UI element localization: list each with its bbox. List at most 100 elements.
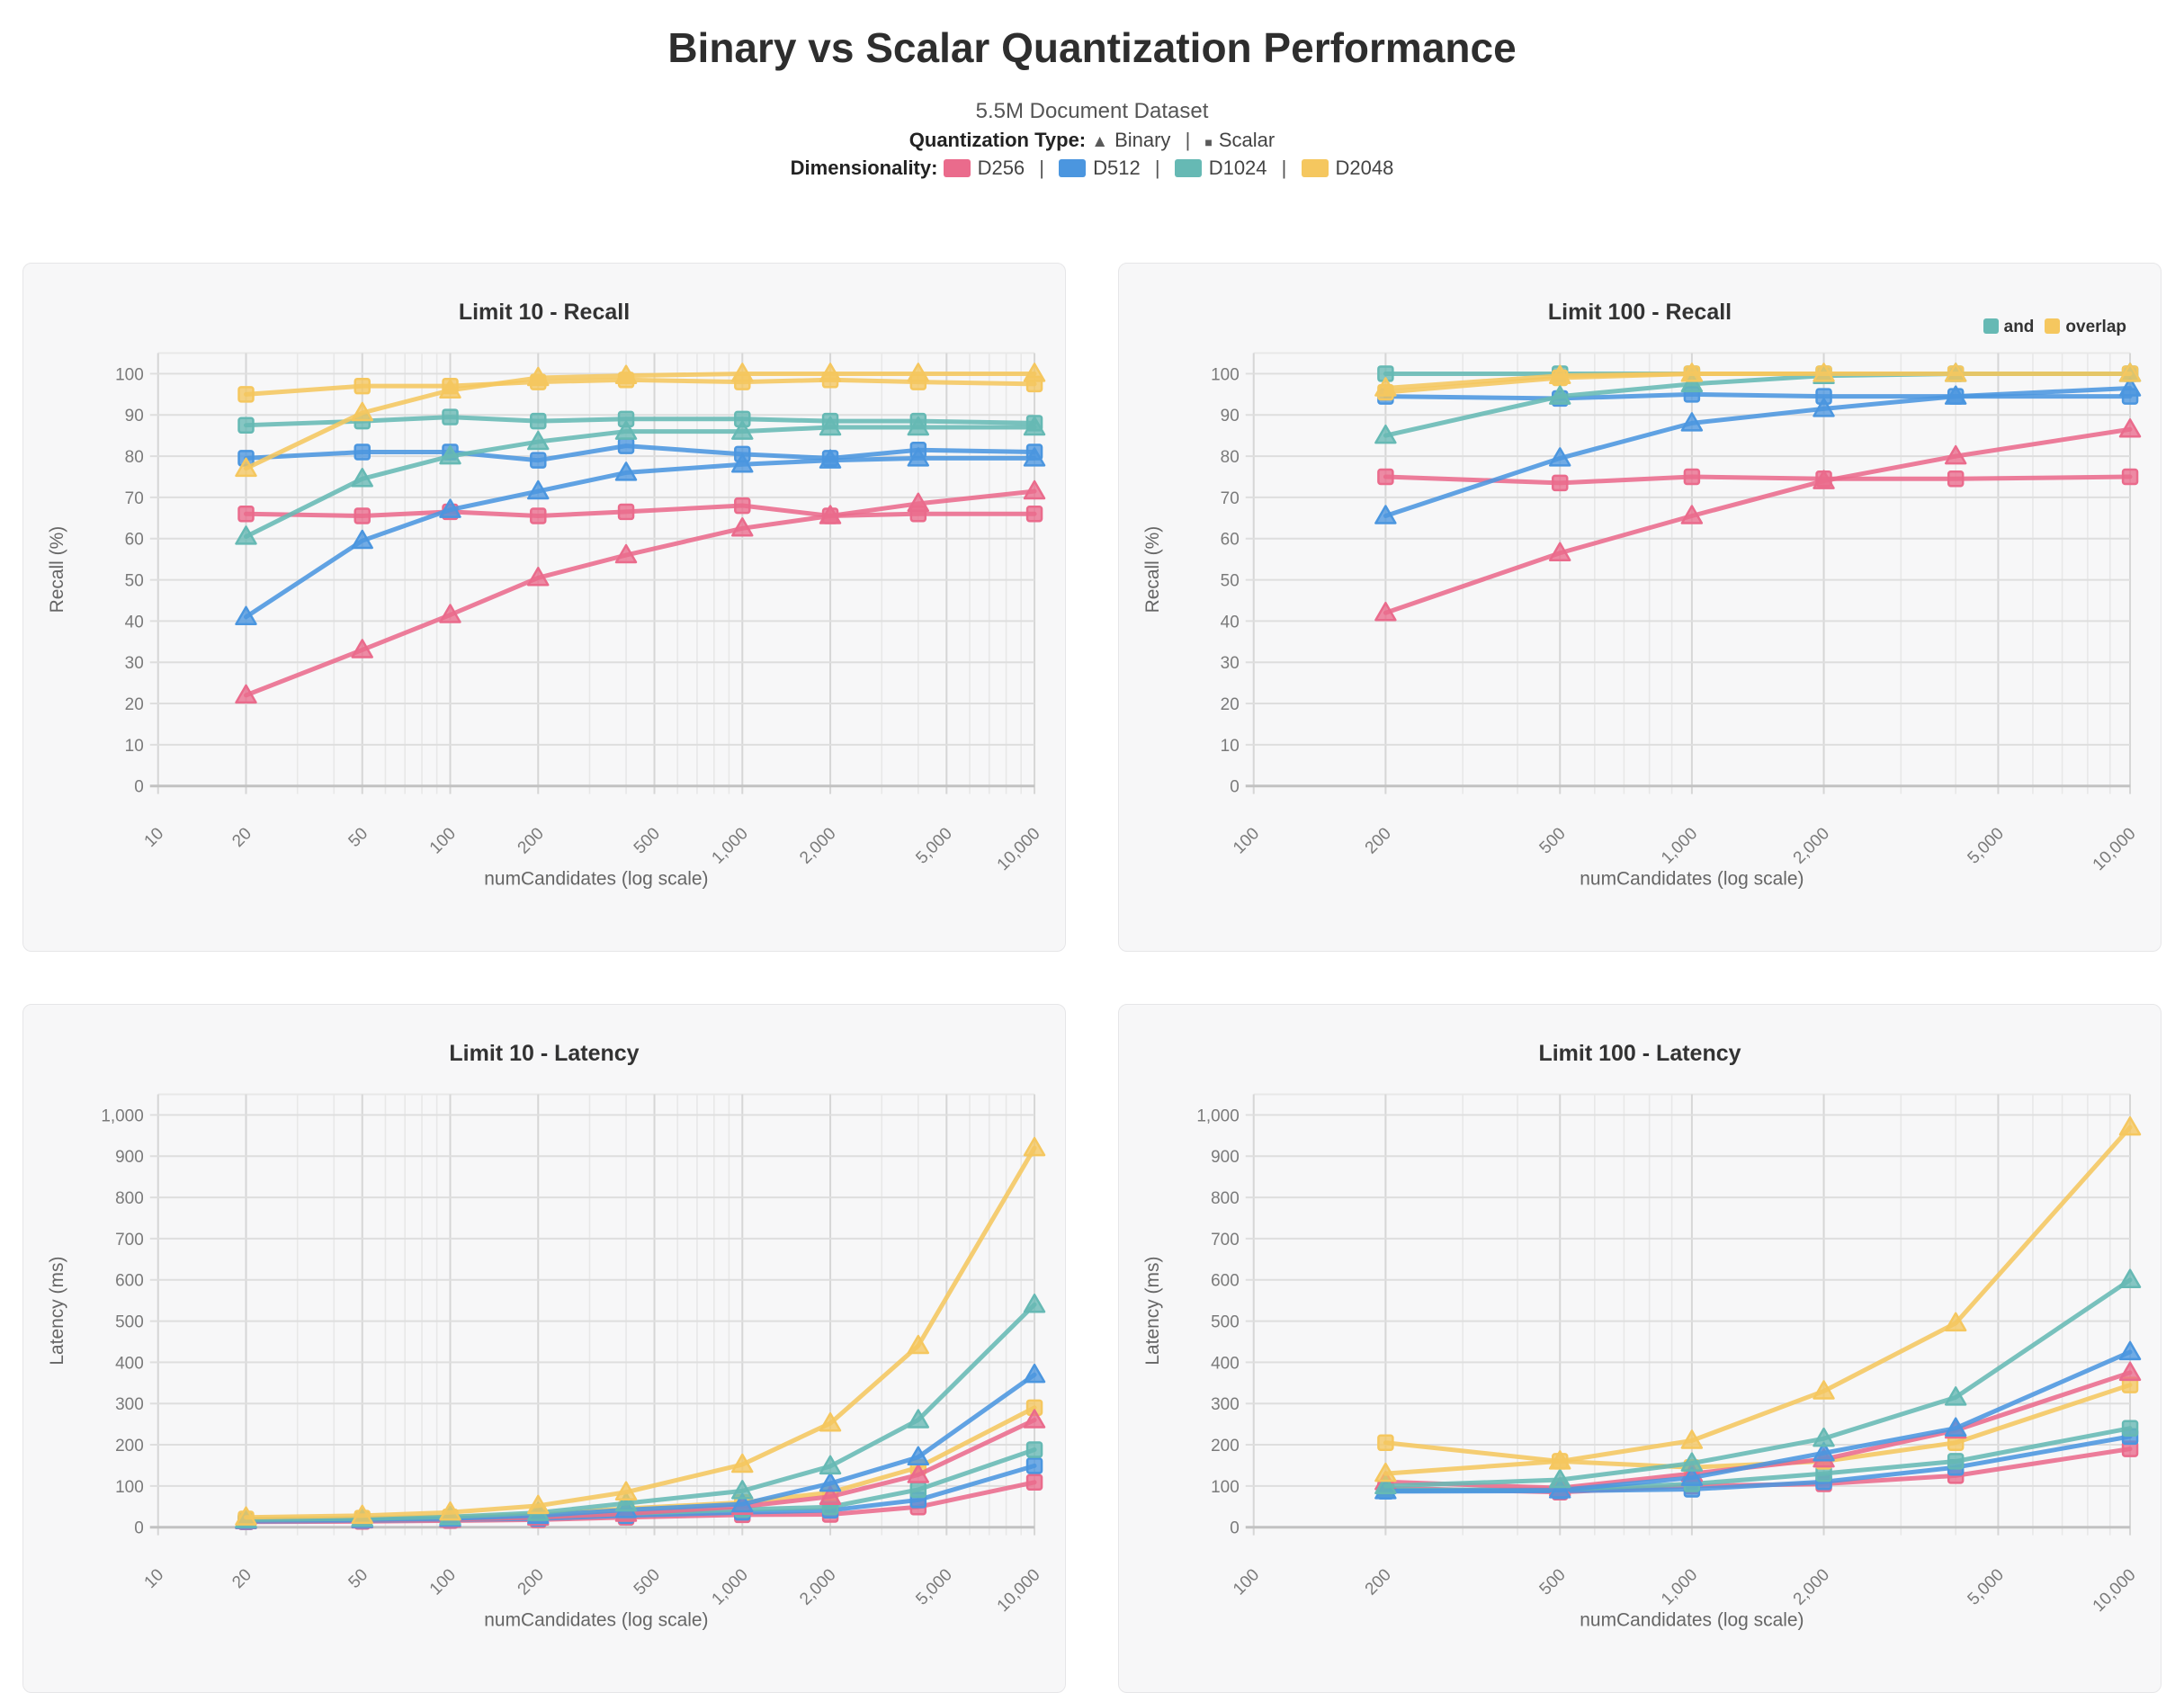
svg-text:900: 900 [1211,1148,1240,1167]
binary-triangle-icon: ▲ [1091,132,1109,151]
svg-text:5,000: 5,000 [912,1565,955,1608]
svg-text:100: 100 [1211,365,1240,384]
svg-text:100: 100 [1230,824,1263,857]
gridlines [1245,1093,2132,1536]
svg-text:500: 500 [115,1313,144,1332]
svg-text:300: 300 [1211,1395,1240,1414]
svg-text:1,000: 1,000 [101,1106,143,1125]
svg-text:2,000: 2,000 [1790,1565,1833,1608]
svg-text:10: 10 [141,1565,168,1592]
binary-label: Binary [1114,129,1171,151]
svg-text:200: 200 [1211,1437,1240,1456]
svg-text:50: 50 [1221,572,1240,591]
y-axis-label: Latency (ms) [47,1257,67,1366]
y-tick-labels: 0 100 200 300 400 500 600 700 800 900 1,000 [101,1106,143,1537]
legend-item-binary: ▲ Binary [1091,129,1176,151]
svg-text:100: 100 [1211,1478,1240,1497]
series-d256-binary [235,479,1046,704]
svg-text:1,000: 1,000 [1658,824,1701,867]
svg-text:200: 200 [515,824,548,857]
svg-text:60: 60 [125,531,144,550]
d2048-swatch-icon [1301,159,1329,177]
svg-text:600: 600 [115,1272,144,1291]
and-legend-swatch-icon [1983,318,1999,334]
svg-text:500: 500 [1536,824,1570,857]
svg-text:20: 20 [228,1565,255,1592]
svg-text:2,000: 2,000 [796,1565,839,1608]
d512-swatch-icon [1059,159,1087,177]
d1024-label: D1024 [1208,157,1267,179]
x-tick-labels: 10 20 50 100 200 500 1,000 2,000 5,000 10,000 [141,1565,1044,1616]
svg-text:700: 700 [1211,1231,1240,1250]
svg-text:200: 200 [1362,1565,1395,1599]
svg-text:80: 80 [125,448,144,467]
limit100-latency-chart: 100 200 500 1,000 2,000 5,000 10,000 0 100 200 300… [1142,1093,2142,1631]
limit100-recall-chart: 100 200 500 1,000 2,000 5,000 10,000 0 10 20 30 40 5… [1142,352,2142,890]
svg-text:40: 40 [1221,613,1240,632]
svg-text:70: 70 [125,489,144,508]
x-tick-labels: 100 200 500 1,000 2,000 5,000 10,000 [1230,1565,2140,1616]
svg-text:20: 20 [228,824,255,851]
overlap-legend: and overlap [1983,318,2126,337]
panel-limit10-latency: Limit 10 - Latency 10 20 50 100 200 500 1,000 2… [22,1004,1066,1693]
separator: | [1154,157,1160,179]
svg-text:20: 20 [1221,695,1240,714]
svg-text:2,000: 2,000 [1790,824,1833,867]
svg-text:1,000: 1,000 [1658,1565,1701,1608]
x-tick-labels: 10 20 50 100 200 500 1,000 2,000 5,000 10,000 [141,824,1044,874]
svg-text:100: 100 [1230,1565,1263,1599]
legend-item-d512: D512 [1059,157,1146,179]
svg-text:200: 200 [515,1565,548,1599]
series-d256-scalar [1377,468,2139,492]
svg-text:10,000: 10,000 [994,1565,1044,1616]
panel-limit100-latency: Limit 100 - Latency 100 200 500 1,000 2,000 5… [1118,1004,2162,1693]
series-d1024-binary [1374,1268,2142,1495]
svg-text:900: 900 [115,1148,144,1167]
svg-text:40: 40 [125,613,144,632]
legend-item-d2048: D2048 [1301,157,1394,179]
svg-text:10,000: 10,000 [2090,824,2140,874]
and-legend-label: and [2003,318,2035,336]
svg-text:1,000: 1,000 [708,824,751,867]
chart-title-limit10-latency: Limit 10 - Latency [449,1041,640,1066]
svg-text:5,000: 5,000 [912,824,955,867]
svg-text:500: 500 [1211,1313,1240,1332]
subtitle: 5.5M Document Dataset [975,99,1209,123]
d512-label: D512 [1093,157,1141,179]
svg-text:20: 20 [125,695,144,714]
svg-text:1,000: 1,000 [1196,1106,1239,1125]
svg-text:500: 500 [1536,1565,1570,1599]
gridlines [149,352,1036,794]
charts-grid: Limit 10 - Recall 10 20 50 100 200 500 1,000 2,… [0,263,2184,1693]
d2048-label: D2048 [1335,157,1394,179]
scalar-square-icon: ■ [1204,135,1213,149]
series-d2048-binary [1374,363,2142,397]
svg-text:300: 300 [115,1395,144,1414]
page-title: Binary vs Scalar Quantization Performanc… [667,24,1517,71]
overlap-legend-label: overlap [2065,318,2126,336]
series-d2048-binary [235,363,1046,478]
panel-limit10-recall: Limit 10 - Recall 10 20 50 100 200 500 1,000 2,… [22,263,1066,952]
d256-label: D256 [977,157,1025,179]
series-d512-binary [235,447,1046,626]
svg-text:2,000: 2,000 [796,824,839,867]
scalar-label: Scalar [1218,129,1275,151]
y-tick-labels: 0 10 20 30 40 50 60 70 80 90 100 [115,365,144,796]
limit10-recall-chart: 10 20 50 100 200 500 1,000 2,000 5,000 10,000 0 10 2… [47,352,1046,890]
svg-text:10,000: 10,000 [994,824,1044,874]
series-d2048-binary [235,1136,1046,1526]
legend-item-scalar: ■ Scalar [1204,129,1275,151]
d1024-swatch-icon [1174,159,1202,177]
svg-text:60: 60 [1221,531,1240,550]
x-axis-label: numCandidates (log scale) [484,869,708,890]
series-d512-scalar [1377,386,2139,408]
y-axis-label: Recall (%) [47,526,67,614]
svg-text:50: 50 [345,1565,372,1592]
x-axis-label: numCandidates (log scale) [1580,1610,1804,1631]
svg-text:100: 100 [426,1565,460,1599]
panel-limit100-recall: Limit 100 - Recall and overlap 100 200 500 1… [1118,263,2162,952]
legend-item-d1024: D1024 [1174,157,1273,179]
svg-text:30: 30 [125,654,144,673]
y-axis-label: Latency (ms) [1142,1257,1163,1366]
x-axis-label: numCandidates (log scale) [1580,869,1804,890]
